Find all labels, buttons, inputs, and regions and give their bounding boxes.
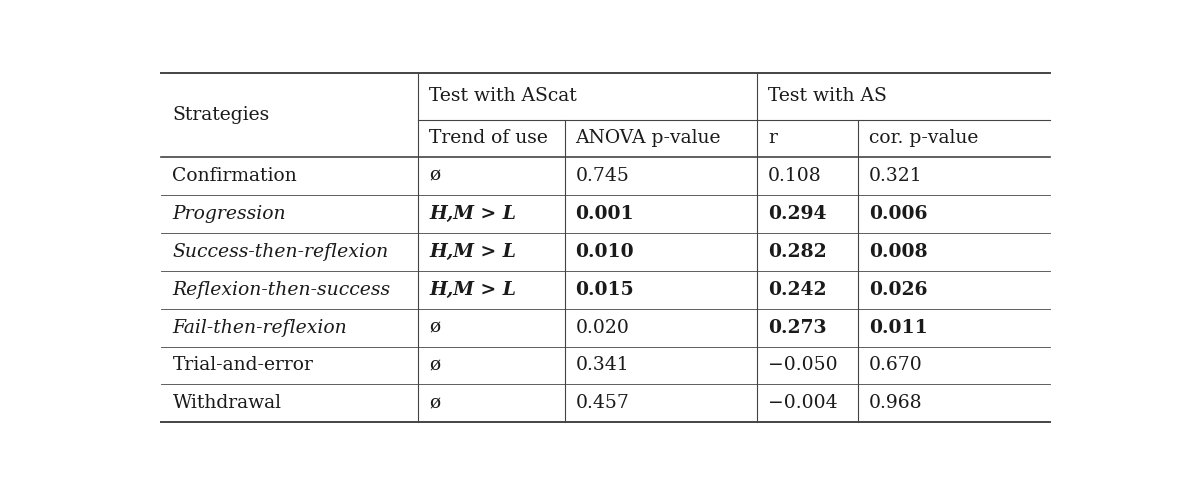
Text: 0.968: 0.968 (869, 395, 922, 412)
Text: Strategies: Strategies (173, 106, 269, 124)
Text: 0.015: 0.015 (576, 281, 635, 298)
Text: 0.020: 0.020 (576, 319, 630, 337)
Text: Withdrawal: Withdrawal (173, 395, 281, 412)
Text: 0.670: 0.670 (869, 356, 922, 374)
Text: Test with AS: Test with AS (768, 87, 886, 105)
Text: ø: ø (429, 167, 440, 185)
Text: 0.341: 0.341 (576, 356, 629, 374)
Text: H,M > L: H,M > L (429, 281, 515, 298)
Text: 0.026: 0.026 (869, 281, 927, 298)
Text: −0.004: −0.004 (768, 395, 838, 412)
Text: 0.282: 0.282 (768, 242, 826, 261)
Text: Success-then-reflexion: Success-then-reflexion (173, 242, 389, 261)
Text: 0.745: 0.745 (576, 167, 630, 185)
Text: ANOVA p-value: ANOVA p-value (576, 129, 721, 147)
Text: 0.457: 0.457 (576, 395, 630, 412)
Text: ø: ø (429, 319, 440, 337)
Text: 0.001: 0.001 (576, 205, 635, 223)
Text: Trend of use: Trend of use (429, 129, 547, 147)
Text: Reflexion-then-success: Reflexion-then-success (173, 281, 390, 298)
Text: 0.321: 0.321 (869, 167, 922, 185)
Text: H,M > L: H,M > L (429, 205, 515, 223)
Text: 0.010: 0.010 (576, 242, 635, 261)
Text: Test with AScat: Test with AScat (429, 87, 577, 105)
Text: 0.294: 0.294 (768, 205, 826, 223)
Text: r: r (768, 129, 777, 147)
Text: 0.006: 0.006 (869, 205, 927, 223)
Text: 0.011: 0.011 (869, 319, 928, 337)
Text: ø: ø (429, 356, 440, 374)
Text: 0.273: 0.273 (768, 319, 826, 337)
Text: 0.008: 0.008 (869, 242, 928, 261)
Text: cor. p-value: cor. p-value (869, 129, 978, 147)
Text: 0.242: 0.242 (768, 281, 826, 298)
Text: Fail-then-reflexion: Fail-then-reflexion (173, 319, 348, 337)
Text: Trial-and-error: Trial-and-error (173, 356, 313, 374)
Text: H,M > L: H,M > L (429, 242, 515, 261)
Text: ø: ø (429, 395, 440, 412)
Text: Confirmation: Confirmation (173, 167, 297, 185)
Text: 0.108: 0.108 (768, 167, 821, 185)
Text: −0.050: −0.050 (768, 356, 838, 374)
Text: Progression: Progression (173, 205, 286, 223)
